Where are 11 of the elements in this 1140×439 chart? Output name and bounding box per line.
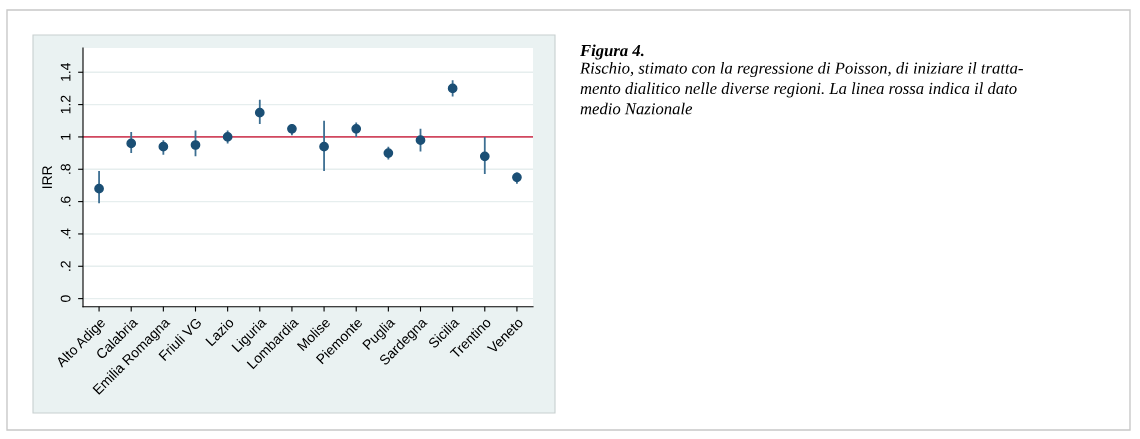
y-tick-label: 0	[60, 295, 71, 302]
y-tick-label: .2	[60, 261, 71, 271]
y-tick-label: 1.2	[60, 95, 71, 114]
y-tick-label: .4	[60, 228, 71, 239]
y-tick-label: 1.4	[60, 63, 71, 81]
y-tick-label: .8	[60, 164, 71, 174]
text: Figura 4.	[579, 44, 644, 60]
y-axis-title: IRR	[42, 166, 52, 189]
y-tick-label: 1	[60, 133, 71, 140]
text: Rischio, stimato con la regressione di Poisson, di iniziare il tratta- mento dialitico nelle diverse regioni. La linea rossa indica il dato medio Nazionale	[579, 62, 1023, 115]
y-tick-label: .6	[60, 196, 71, 207]
